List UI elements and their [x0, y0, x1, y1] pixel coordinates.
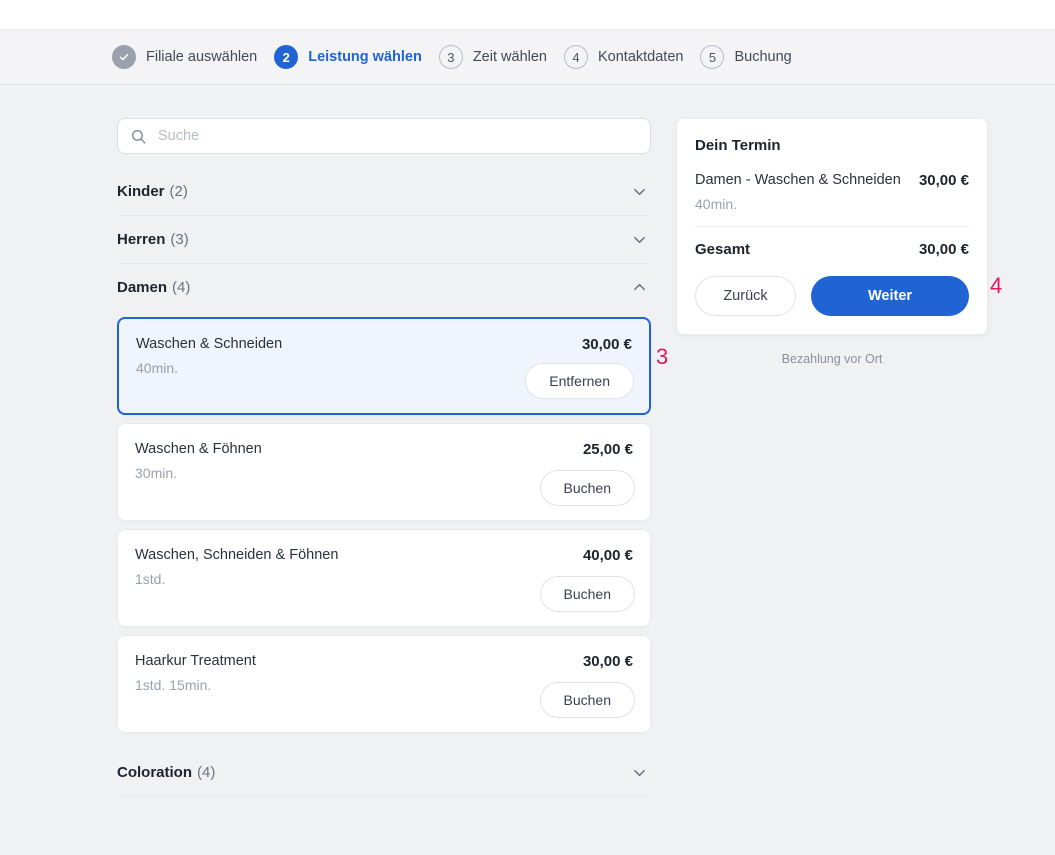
summary-button-row: Zurück Weiter: [695, 276, 969, 316]
service-card-waschen-foehnen[interactable]: Waschen & Föhnen 30min. 25,00 € Buchen: [117, 423, 651, 521]
service-duration: 40min.: [136, 360, 179, 376]
category-count: (4): [172, 279, 191, 296]
category-accordion: Kinder (2) Herren (3) Damen (4): [117, 168, 651, 797]
service-title: Waschen & Schneiden: [136, 336, 283, 352]
category-row-damen[interactable]: Damen (4): [117, 264, 651, 311]
chevron-down-icon: [632, 184, 647, 199]
next-button[interactable]: Weiter: [811, 276, 969, 316]
summary-title: Dein Termin: [695, 137, 781, 154]
book-service-button[interactable]: Buchen: [539, 470, 635, 506]
category-row-kinder[interactable]: Kinder (2): [117, 168, 651, 216]
step-number-badge: 2: [274, 45, 299, 69]
chevron-up-icon: [632, 280, 647, 295]
service-price: 30,00 €: [581, 336, 632, 353]
summary-item-price: 30,00 €: [918, 172, 969, 189]
service-price: 30,00 €: [582, 653, 633, 670]
booking-summary-column: Dein Termin Damen - Waschen & Schneiden …: [676, 118, 988, 366]
service-price: 25,00 €: [582, 441, 633, 458]
service-duration: 1std. 15min.: [135, 677, 212, 693]
step-label: Filiale auswählen: [146, 49, 258, 65]
step-buchung: 5 Buchung: [700, 45, 792, 69]
category-row-herren[interactable]: Herren (3): [117, 216, 651, 264]
payment-note: Bezahlung vor Ort: [781, 352, 883, 366]
step-label: Zeit wählen: [472, 49, 547, 65]
category-count: (2): [169, 183, 188, 200]
summary-total-row: Gesamt 30,00 €: [695, 241, 969, 258]
service-duration: 30min.: [135, 465, 178, 481]
service-title: Haarkur Treatment: [135, 653, 256, 669]
step-label: Buchung: [734, 49, 792, 65]
step-number-badge: 3: [438, 45, 463, 69]
summary-total-price: 30,00 €: [918, 241, 969, 258]
annotation-marker-3: 3: [656, 344, 669, 369]
step-label: Kontaktdaten: [597, 49, 684, 65]
category-count: (3): [170, 231, 189, 248]
step-label: Leistung wählen: [308, 49, 422, 65]
step-kontaktdaten: 4 Kontaktdaten: [563, 45, 684, 69]
service-card-waschen-schneiden-foehnen[interactable]: Waschen, Schneiden & Föhnen 1std. 40,00 …: [117, 529, 651, 627]
step-number-badge: 5: [700, 45, 725, 69]
category-count: (4): [197, 764, 216, 781]
service-search-box: [117, 118, 651, 154]
step-leistung-waehlen[interactable]: 2 Leistung wählen: [274, 45, 422, 69]
search-icon: [130, 128, 147, 145]
category-name: Kinder: [117, 183, 165, 200]
service-card-haarkur-treatment[interactable]: Haarkur Treatment 1std. 15min. 30,00 € B…: [117, 635, 651, 733]
summary-divider: [695, 226, 969, 227]
top-margin-strip: [0, 0, 1055, 29]
remove-service-button[interactable]: Entfernen: [525, 363, 634, 399]
step-done-check-icon: [112, 45, 136, 69]
booking-stepper: Filiale auswählen 2 Leistung wählen 3 Ze…: [0, 29, 1055, 85]
service-card-waschen-schneiden[interactable]: Waschen & Schneiden 40min. 30,00 € Entfe…: [117, 317, 651, 415]
service-title: Waschen & Föhnen: [135, 441, 262, 457]
back-button[interactable]: Zurück: [695, 276, 796, 316]
search-input[interactable]: [156, 127, 638, 145]
chevron-down-icon: [632, 232, 647, 247]
appointment-summary-card: Dein Termin Damen - Waschen & Schneiden …: [676, 118, 988, 335]
step-zeit-waehlen: 3 Zeit wählen: [438, 45, 547, 69]
main-content: Kinder (2) Herren (3) Damen (4): [0, 85, 1055, 855]
summary-item-name: Damen - Waschen & Schneiden: [695, 172, 901, 188]
service-card-list: Waschen & Schneiden 40min. 30,00 € Entfe…: [117, 317, 651, 733]
category-name: Coloration: [117, 764, 192, 781]
chevron-down-icon: [632, 765, 647, 780]
category-row-coloration[interactable]: Coloration (4): [117, 749, 651, 797]
book-service-button[interactable]: Buchen: [539, 576, 635, 612]
summary-total-label: Gesamt: [695, 241, 751, 258]
summary-item-duration: 40min.: [695, 196, 738, 212]
step-number-badge: 4: [563, 45, 588, 69]
service-duration: 1std.: [135, 571, 166, 587]
summary-line-item: Damen - Waschen & Schneiden 30,00 €: [695, 172, 969, 189]
category-name: Herren: [117, 231, 166, 248]
service-title: Waschen, Schneiden & Föhnen: [135, 547, 339, 563]
step-filiale-auswaehlen[interactable]: Filiale auswählen: [112, 45, 257, 69]
service-list-column: Kinder (2) Herren (3) Damen (4): [117, 118, 651, 797]
annotation-marker-4: 4: [990, 273, 1003, 298]
book-service-button[interactable]: Buchen: [539, 682, 635, 718]
service-price: 40,00 €: [582, 547, 633, 564]
category-name: Damen: [117, 279, 168, 296]
